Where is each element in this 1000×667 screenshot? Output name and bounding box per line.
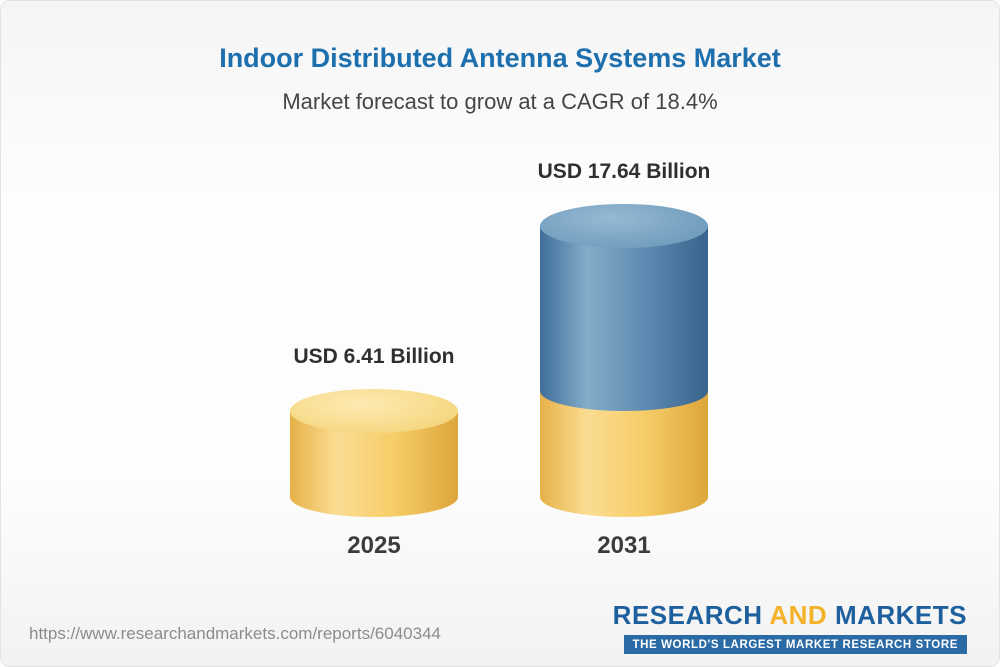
chart-subtitle: Market forecast to grow at a CAGR of 18.… (282, 89, 718, 114)
report-url: https://www.researchandmarkets.com/repor… (29, 624, 441, 643)
cylinder-segment-2031-yellow (540, 391, 708, 517)
cylinder-top-2025 (290, 389, 458, 433)
logo-wordmark: RESEARCH AND MARKETS (613, 600, 967, 631)
research-and-markets-logo: RESEARCH AND MARKETS THE WORLD'S LARGEST… (613, 600, 967, 654)
value-label-2025: USD 6.41 Billion (293, 345, 455, 368)
category-label-2025: 2025 (347, 532, 401, 559)
bar-2031-cylinder (540, 204, 708, 517)
logo-word-research: RESEARCH (612, 600, 763, 630)
category-label-2031: 2031 (597, 532, 651, 559)
value-label-2031: USD 17.64 Billion (537, 160, 711, 183)
logo-tagline: THE WORLD'S LARGEST MARKET RESEARCH STOR… (623, 635, 967, 654)
logo-word-markets: MARKETS (834, 600, 967, 630)
cylinder-segment-2031-blue (540, 226, 708, 411)
bar-2025-cylinder (290, 389, 458, 517)
cylinder-top-2031 (540, 204, 708, 248)
logo-word-and: AND (769, 600, 828, 630)
chart-title: Indoor Distributed Antenna Systems Marke… (219, 43, 781, 73)
